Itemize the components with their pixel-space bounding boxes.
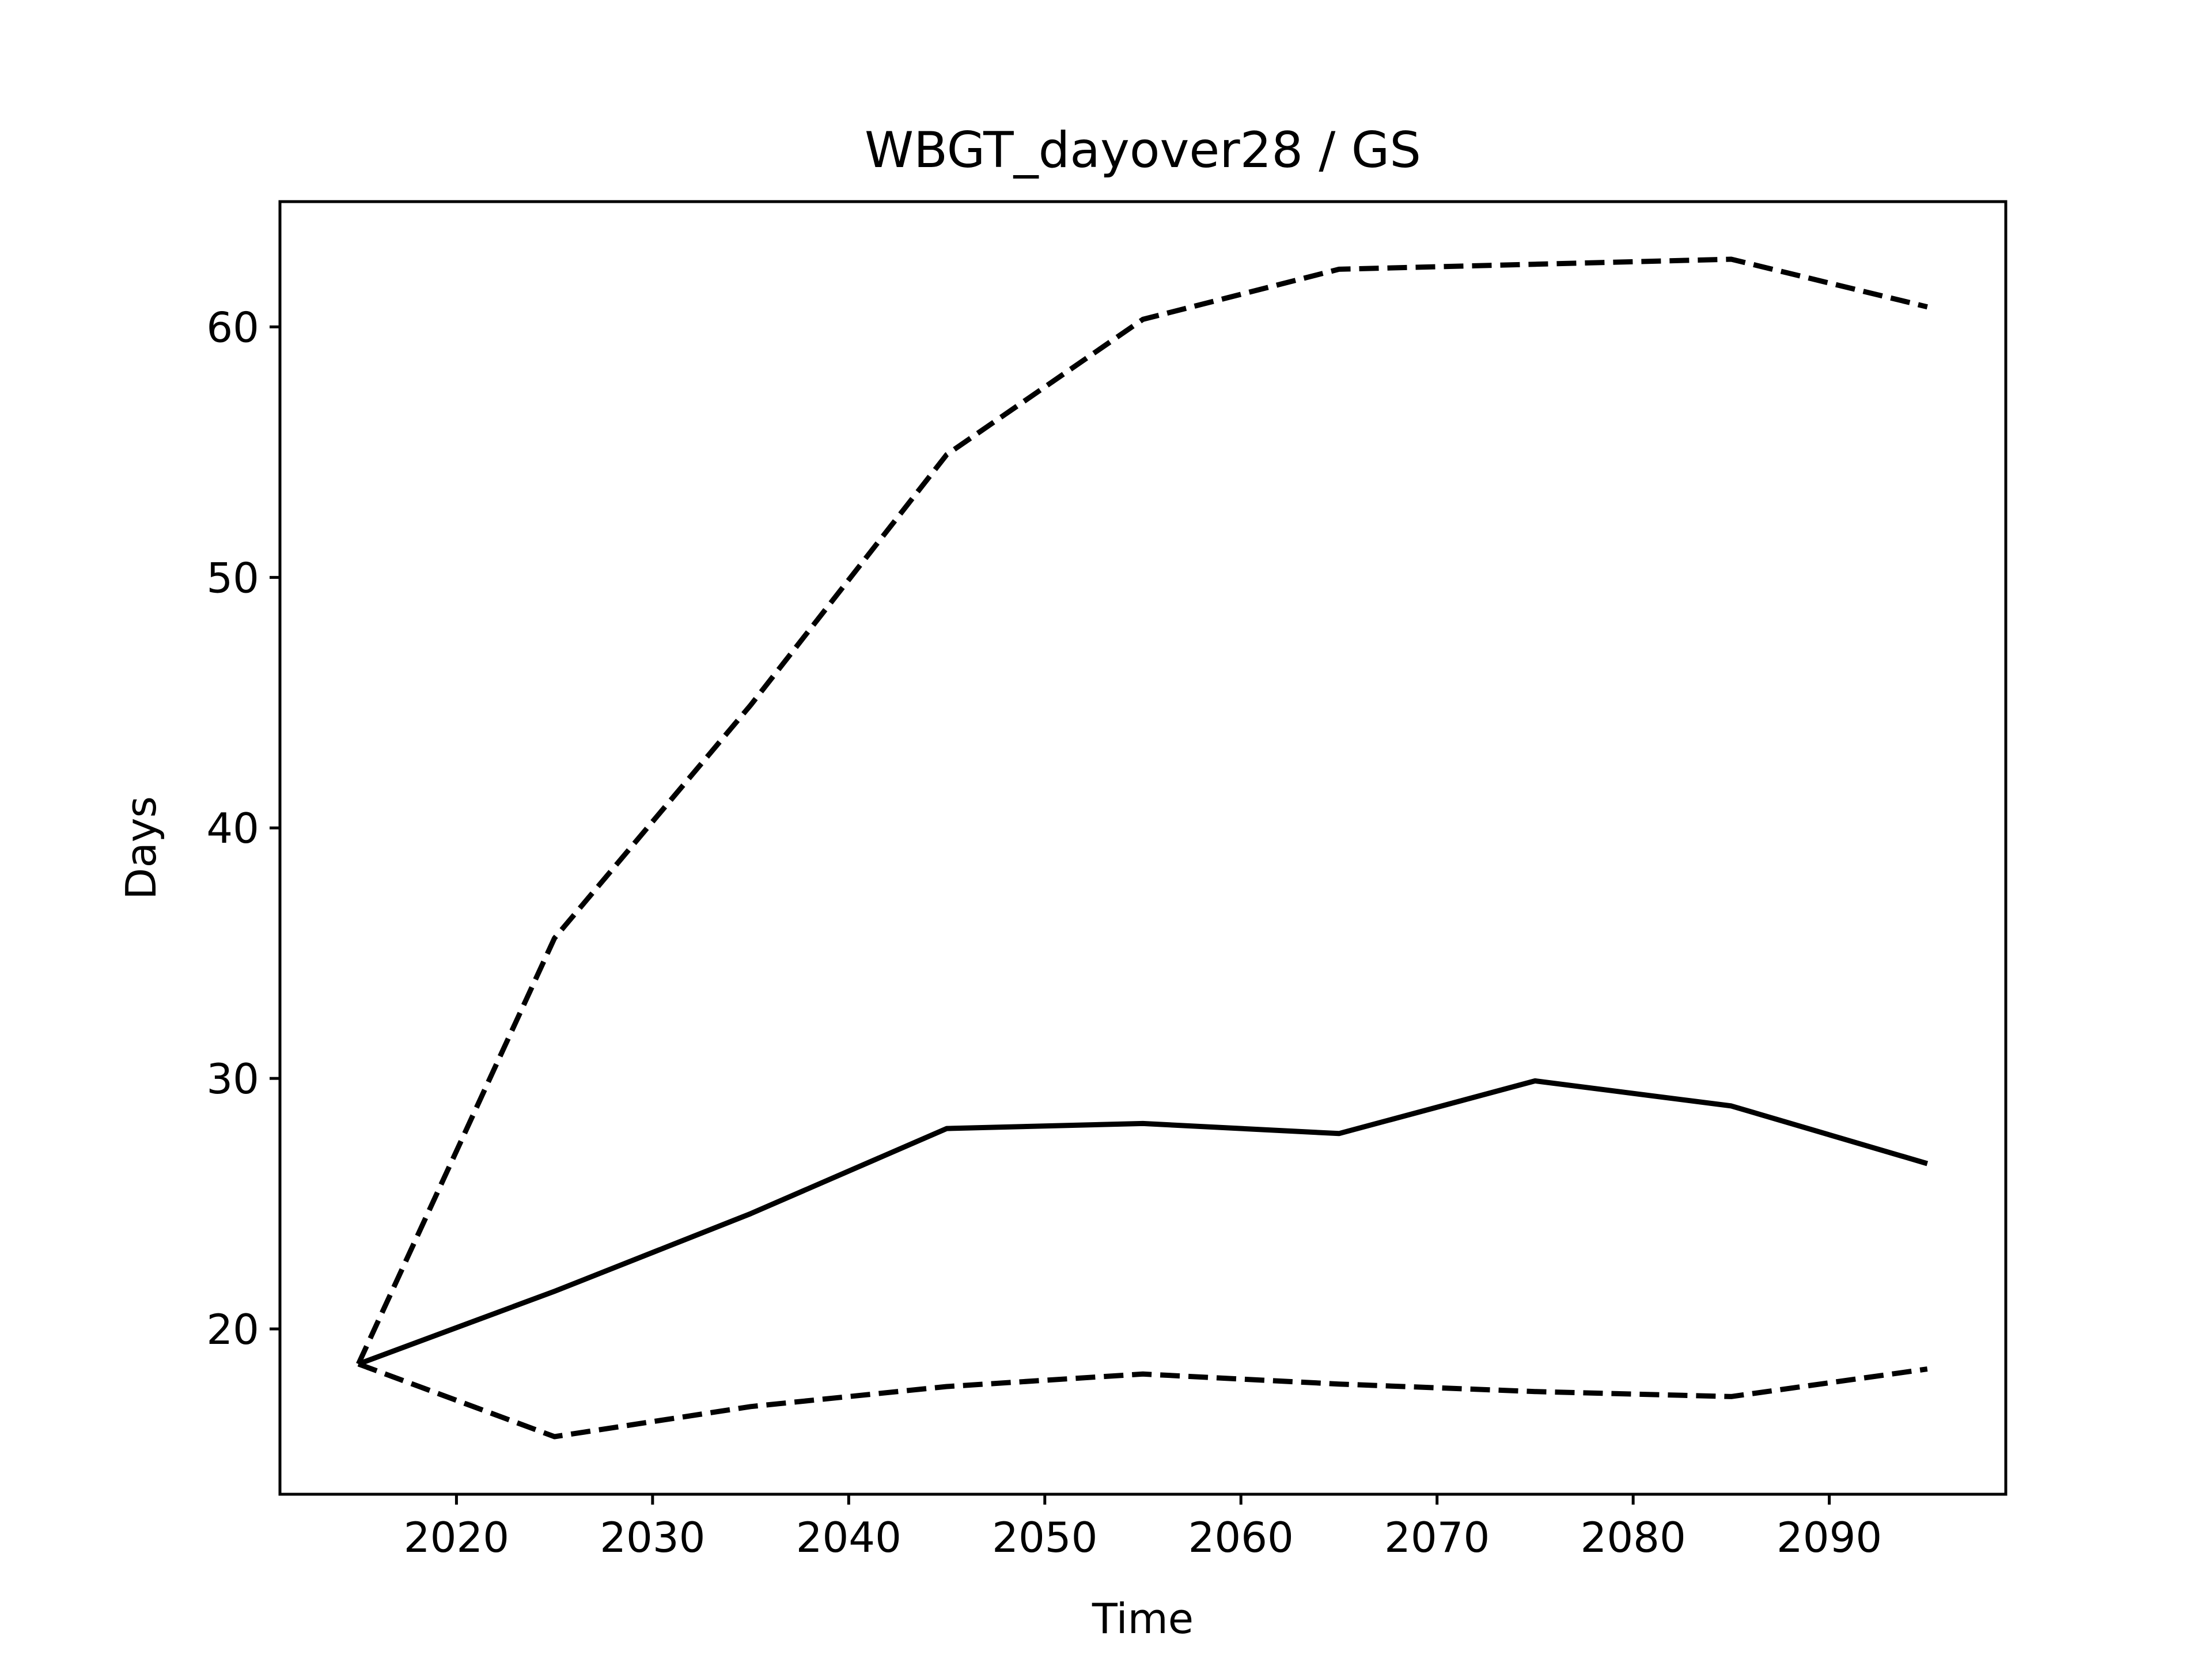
x-tick-label: 2050 xyxy=(992,1513,1097,1562)
x-tick-label: 2060 xyxy=(1188,1513,1294,1562)
chart-title: WBGT_dayover28 / GS xyxy=(865,122,1421,179)
x-tick-label: 2020 xyxy=(404,1513,509,1562)
y-tick-label: 40 xyxy=(206,804,259,853)
y-tick-label: 50 xyxy=(206,554,259,602)
series-line-2 xyxy=(357,1078,1929,1367)
series-line-1 xyxy=(356,256,1928,1365)
x-tick-label: 2030 xyxy=(600,1513,705,1562)
x-tick-label: 2090 xyxy=(1777,1513,1882,1562)
x-ticks: 2020 2030 2040 2050 2060 2070 2080 2090 xyxy=(404,1494,1882,1562)
x-tick-label: 2070 xyxy=(1384,1513,1490,1562)
y-axis-label: Days xyxy=(117,796,165,900)
y-ticks: 20 30 40 50 60 xyxy=(206,303,280,1354)
y-tick-label: 60 xyxy=(206,303,259,351)
y-tick-label: 20 xyxy=(206,1305,259,1354)
series-lines xyxy=(356,256,1929,1440)
x-tick-label: 2040 xyxy=(796,1513,902,1562)
x-axis-label: Time xyxy=(1092,1594,1194,1643)
plot-area-frame xyxy=(278,200,2008,1496)
x-tick-label: 2080 xyxy=(1581,1513,1686,1562)
series-line-3 xyxy=(357,1361,1928,1440)
y-tick-label: 30 xyxy=(206,1055,259,1103)
